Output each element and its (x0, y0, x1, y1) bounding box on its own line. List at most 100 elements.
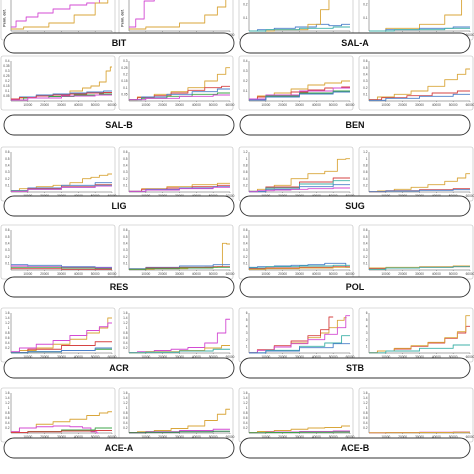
y-tick-label: 0.4 (123, 163, 128, 167)
panel-label-group: SAL-A (239, 32, 471, 54)
y-tick-label: 1.4 (123, 316, 128, 320)
chart-panel: 10000 20000 30000 40000 50000 60000 6 5 4 3 2 1 (358, 307, 474, 363)
y-tick-label: 0.6 (123, 416, 128, 420)
y-tick-label: 0.8 (123, 411, 128, 415)
y-tick-label: 0.6 (243, 228, 248, 232)
series-line (11, 317, 112, 353)
y-tick-label: 0.6 (363, 170, 368, 174)
y-tick-label: 1.6 (123, 391, 128, 395)
x-tick-label: 40000 (432, 355, 441, 359)
y-tick-label: 0.2 (243, 426, 248, 430)
series-line (369, 68, 470, 101)
y-tick-label: 0.2 (243, 183, 248, 187)
x-tick-label: 10000 (261, 272, 270, 276)
y-tick-label: 0.1 (5, 183, 10, 187)
chart-panel: 10000 20000 30000 40000 50000 60000 1.61.41.21… (118, 387, 235, 443)
y-tick-label: 1.6 (5, 311, 10, 315)
x-tick-label: 40000 (192, 272, 201, 276)
x-tick-label: 20000 (398, 272, 407, 276)
x-tick-label: 60000 (346, 272, 355, 276)
x-tick-label: 30000 (57, 355, 66, 359)
panel-label-box (3, 195, 235, 217)
series-line (369, 26, 470, 32)
chart-frame (0, 224, 116, 280)
panel-label-group: ACE-B (239, 437, 471, 459)
y-tick-label: 0.1 (123, 183, 128, 187)
y-tick-label: 0.3 (243, 69, 248, 73)
y-tick-label: 1.4 (363, 396, 368, 400)
x-tick-label: 20000 (398, 103, 407, 107)
panel-label-box (239, 437, 471, 459)
chart-frame (358, 307, 474, 363)
x-tick-label: 10000 (141, 103, 150, 107)
y-tick-label: 0.35 (3, 64, 9, 68)
x-tick-label: 60000 (226, 355, 235, 359)
series-line (249, 335, 350, 354)
series-line (11, 425, 99, 434)
y-tick-label: 1 (8, 406, 10, 410)
y-tick-label: 0.8 (363, 411, 368, 415)
series-line (249, 264, 350, 269)
x-tick-label: 50000 (329, 435, 338, 439)
y-tick-label: 0.1 (123, 261, 128, 265)
x-tick-label: 50000 (209, 103, 218, 107)
panel-label-group: BEN (239, 114, 471, 136)
x-tick-label: 60000 (226, 103, 235, 107)
panel-label-box (3, 276, 235, 298)
y-tick-label: 1.2 (5, 321, 10, 325)
y-tick-label: 0.25 (3, 74, 9, 78)
y-tick-label: 0.6 (363, 59, 368, 63)
x-tick-label: 40000 (312, 103, 321, 107)
chart-frame (358, 146, 474, 202)
x-tick-label: 10000 (23, 103, 32, 107)
chart-panel: 10000 20000 30000 40000 50000 60000 0.40.350.3… (0, 55, 117, 111)
series-line (11, 0, 100, 28)
chart-panel: 10000 20000 30000 40000 50000 60000 0.6 0.5 0.4 0… (238, 224, 355, 280)
x-tick-label: 60000 (466, 33, 474, 37)
y-tick-label: 0.4 (123, 421, 128, 425)
x-tick-label: 30000 (57, 435, 66, 439)
x-tick-label: 10000 (381, 272, 390, 276)
x-tick-label: 50000 (329, 355, 338, 359)
x-tick-label: 30000 (57, 272, 66, 276)
y-tick-label: 1.2 (243, 150, 248, 154)
y-tick-label: 1 (366, 344, 368, 348)
y-tick-label: 1 (246, 157, 248, 161)
y-tick-label: 0.5 (123, 157, 128, 161)
y-tick-label: 1.2 (363, 150, 368, 154)
series-line (249, 431, 350, 434)
panel-label-group: RES (3, 276, 235, 298)
y-tick-label: 0.05 (121, 92, 127, 96)
y-tick-label: 0.3 (123, 59, 128, 63)
x-tick-label: 30000 (295, 355, 304, 359)
y-tick-label: 3 (246, 331, 248, 335)
series-line (11, 94, 112, 101)
x-tick-label: 60000 (108, 272, 117, 276)
chart-panel: 10000 20000 30000 40000 50000 60000 1.61.41.21… (0, 387, 117, 443)
x-tick-label: 20000 (158, 272, 167, 276)
y-tick-label: 0.2 (243, 79, 248, 83)
series-line (11, 92, 112, 100)
x-tick-label: 60000 (466, 272, 474, 276)
panel-label-group: ACR (3, 357, 235, 379)
series-line (369, 189, 470, 193)
chart-panel: 1000020000300004000050000600001.210.80.6… (238, 146, 355, 202)
y-tick-label: 0.5 (363, 235, 368, 239)
x-tick-label: 40000 (74, 272, 83, 276)
x-tick-label: 10000 (23, 272, 32, 276)
y-tick-label: 1 (8, 326, 10, 330)
x-tick-label: 10000 (381, 355, 390, 359)
y-tick-label: 0.2 (123, 426, 128, 430)
series-line (369, 431, 470, 434)
series-line (249, 91, 350, 101)
series-line (249, 425, 350, 433)
y-tick-label: 0.8 (243, 411, 248, 415)
y-tick-label: 0.6 (123, 336, 128, 340)
y-tick-label: 0.3 (363, 79, 368, 83)
x-tick-label: 50000 (449, 355, 458, 359)
y-tick-label: 0.4 (5, 421, 10, 425)
series-line (369, 0, 463, 32)
chart-frame (358, 224, 474, 280)
y-tick-label: 0.1 (363, 261, 368, 265)
panel-label-group: POL (239, 276, 471, 298)
